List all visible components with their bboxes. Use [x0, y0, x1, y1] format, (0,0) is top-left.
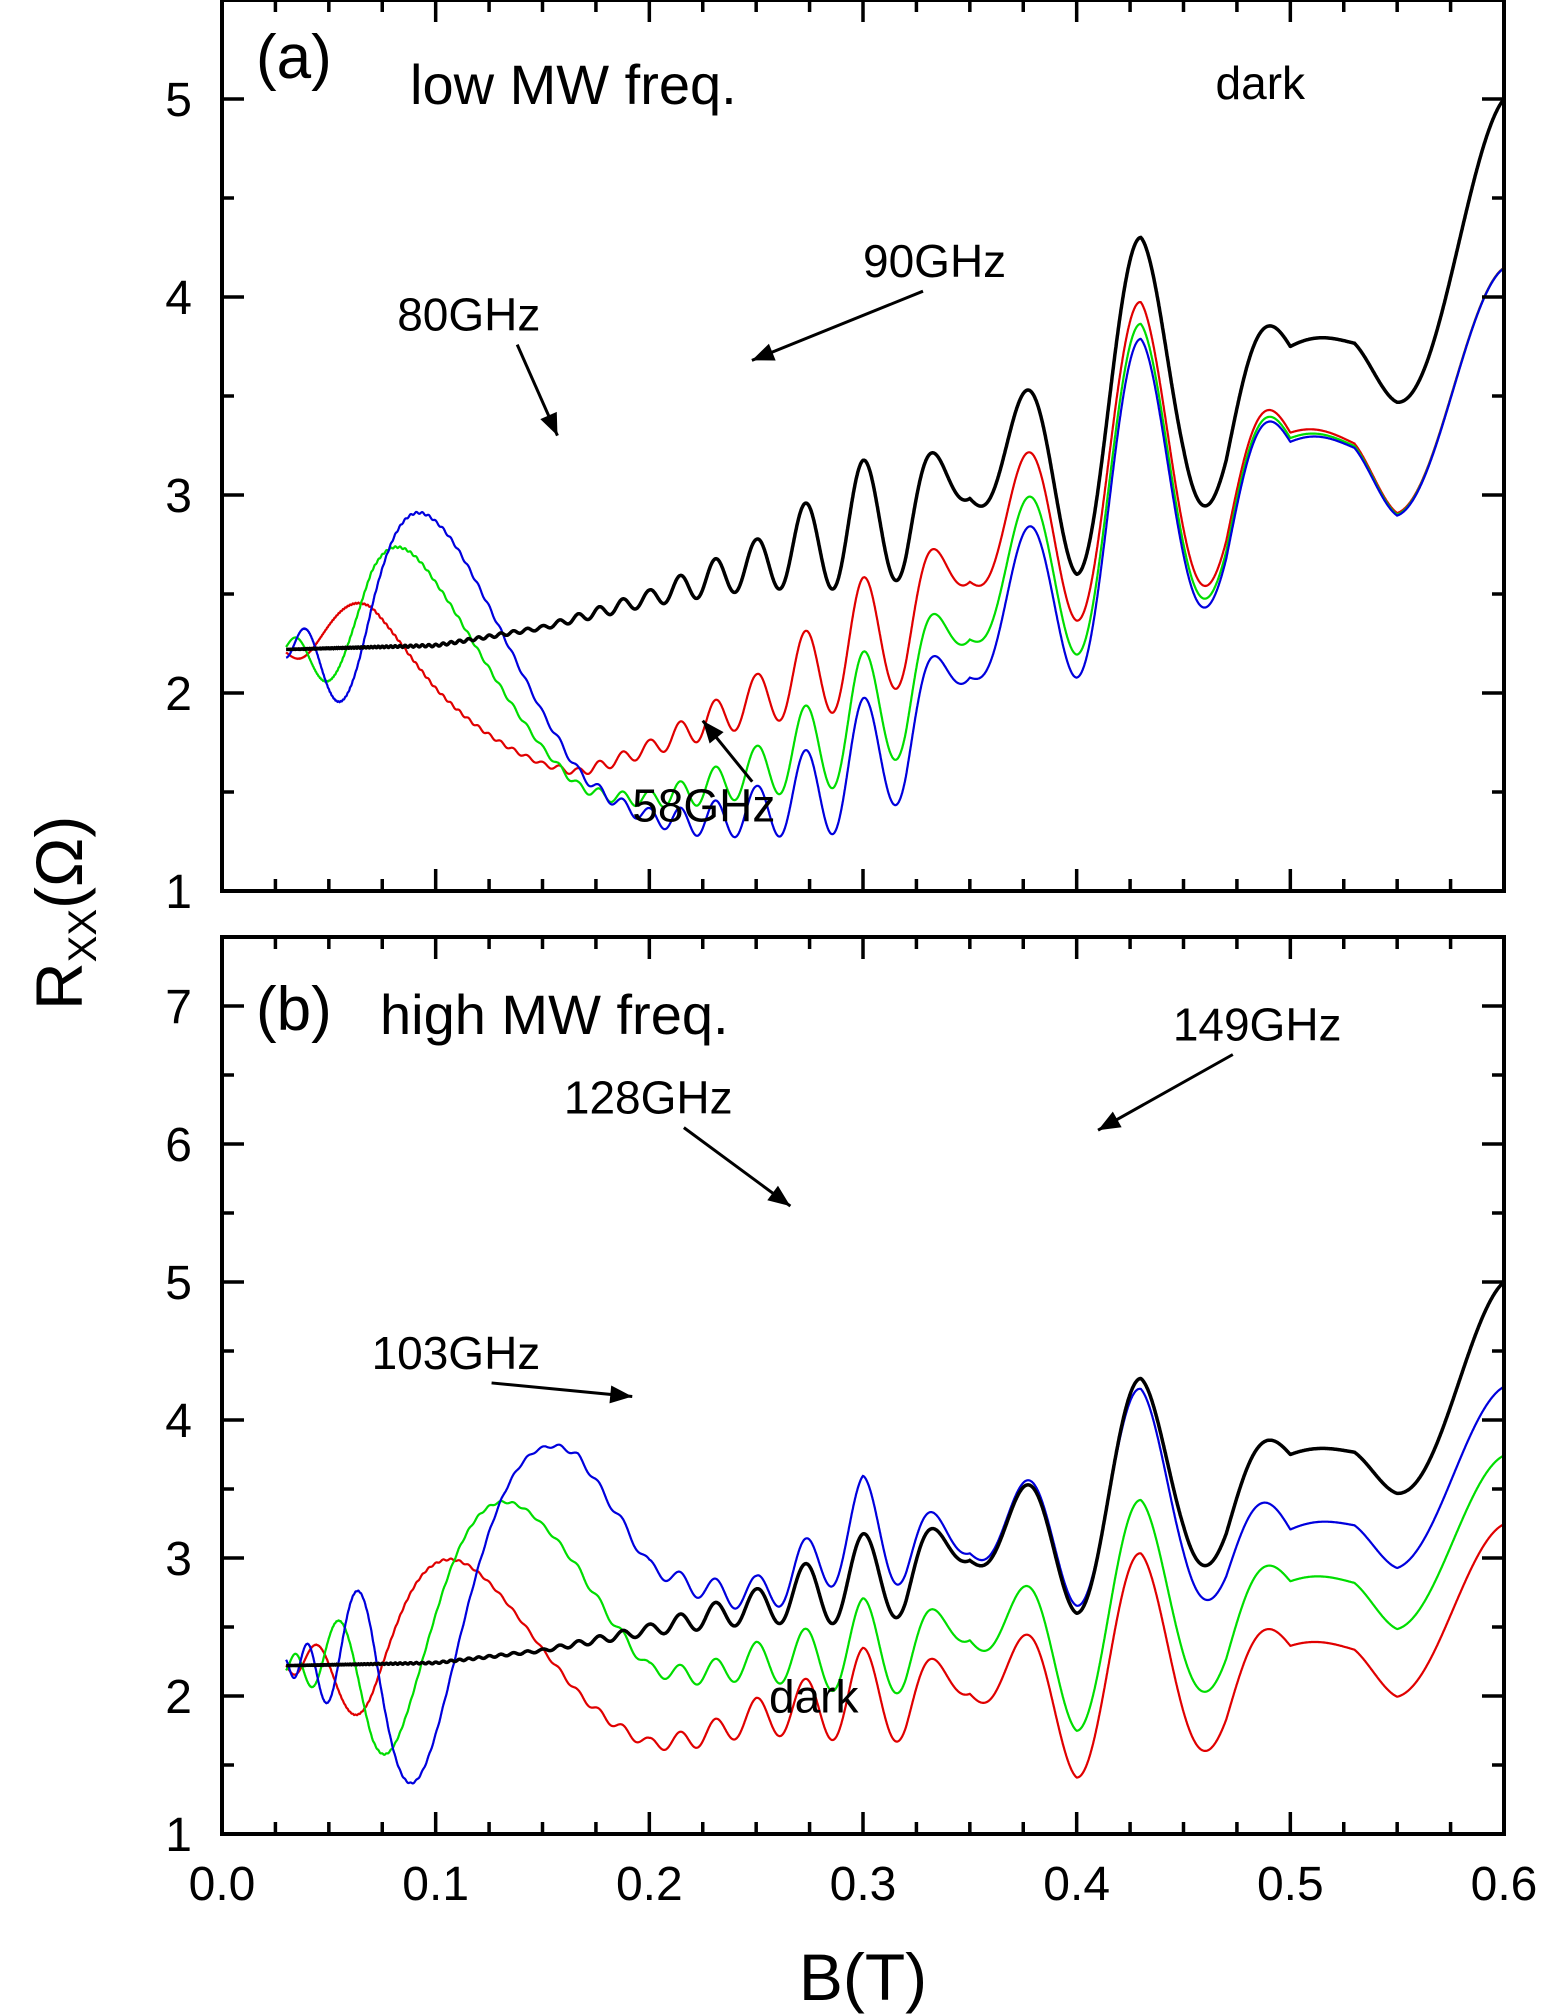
annotation-arrow [682, 1126, 792, 1208]
annotation-80ghz: 80GHz [397, 289, 540, 341]
y-tick-label: 2 [165, 668, 192, 721]
annotation-90ghz: 90GHz [863, 235, 1006, 287]
series-80ghz [285, 267, 1504, 809]
annotation-149ghz: 149GHz [1173, 999, 1342, 1051]
y-tick-label: 3 [165, 1533, 192, 1586]
x-tick-label: 0.1 [402, 1858, 469, 1911]
y-tick-label: 2 [165, 1671, 192, 1724]
curves-b [285, 1280, 1504, 1785]
y-tick-label: 3 [165, 470, 192, 523]
series-149ghz [285, 1385, 1504, 1785]
annotation-arrowhead [1098, 1111, 1122, 1131]
panel-b-annotations: 149GHz 128GHz 103GHz dark [372, 999, 1342, 1723]
y-axis-label-main: R [22, 962, 96, 1010]
y-tick-label: 7 [165, 981, 192, 1034]
y-tick-label: 1 [165, 866, 192, 919]
panel-a-annotations: dark 80GHz 90GHz 58GHz [397, 57, 1306, 832]
series-dark [286, 97, 1504, 652]
x-tick-label: 0.4 [1043, 1858, 1110, 1911]
annotation-58ghz: 58GHz [632, 780, 775, 832]
series-128ghz [285, 1454, 1504, 1756]
series-90ghz [285, 267, 1504, 839]
y-tick-label: 4 [165, 272, 192, 325]
panel-b-frame [220, 935, 1506, 1836]
y-axis-label-sub: XX [61, 909, 105, 962]
x-axis-label: B(T) [799, 1940, 927, 2014]
annotation-dark: dark [1216, 57, 1306, 109]
panel-a-description: low MW freq. [410, 53, 737, 116]
series-103ghz [285, 1523, 1504, 1779]
annotation-arrowhead [751, 343, 776, 361]
y-tick-label: 1 [165, 1809, 192, 1862]
annotation-arrowhead [609, 1385, 633, 1404]
panel-b: 1 2 3 4 5 6 7 149GHz 128GHz 103GHz dark (b) high … [165, 935, 1506, 1862]
panel-b-ticks: 1 2 3 4 5 6 7 [165, 935, 1506, 1862]
y-axis-label: RXX(Ω) [22, 816, 105, 1010]
x-tick-label: 0.5 [1257, 1858, 1324, 1911]
panel-a-ticks: 1 2 3 4 5 [165, 0, 1506, 919]
panel-a-label: (a) [256, 23, 332, 92]
series-dark [286, 1280, 1504, 1668]
y-tick-label: 4 [165, 1395, 192, 1448]
x-tick-labels: 0.0 0.1 0.2 0.3 0.4 0.5 0.6 [189, 1858, 1538, 1911]
annotation-arrow [751, 289, 924, 362]
y-tick-label: 5 [165, 1257, 192, 1310]
x-tick-label: 0.6 [1471, 1858, 1538, 1911]
y-tick-label: 5 [165, 74, 192, 127]
annotation-arrowhead [767, 1185, 791, 1207]
annotation-dark: dark [769, 1671, 859, 1723]
y-axis-label-unit: (Ω) [22, 816, 96, 909]
annotation-arrowhead [702, 720, 724, 744]
annotation-arrowhead [540, 411, 558, 436]
y-tick-label: 6 [165, 1119, 192, 1172]
curves-a [285, 97, 1504, 839]
panel-b-label: (b) [256, 975, 332, 1044]
x-tick-label: 0.3 [830, 1858, 897, 1911]
panel-a: 1 2 3 4 5 dark 80GHz 90GHz 58GHz (a) low MW fre… [165, 0, 1506, 919]
series-58ghz [285, 266, 1504, 775]
x-tick-label: 0.2 [616, 1858, 683, 1911]
annotation-128ghz: 128GHz [564, 1072, 733, 1124]
panel-b-description: high MW freq. [380, 983, 729, 1046]
svg-text:RXX(Ω): RXX(Ω) [22, 816, 105, 1010]
panel-a-frame [220, 0, 1506, 893]
annotation-103ghz: 103GHz [372, 1327, 541, 1379]
annotation-arrow [491, 1381, 633, 1399]
annotation-arrow [1097, 1053, 1234, 1132]
x-tick-label: 0.0 [189, 1858, 256, 1911]
